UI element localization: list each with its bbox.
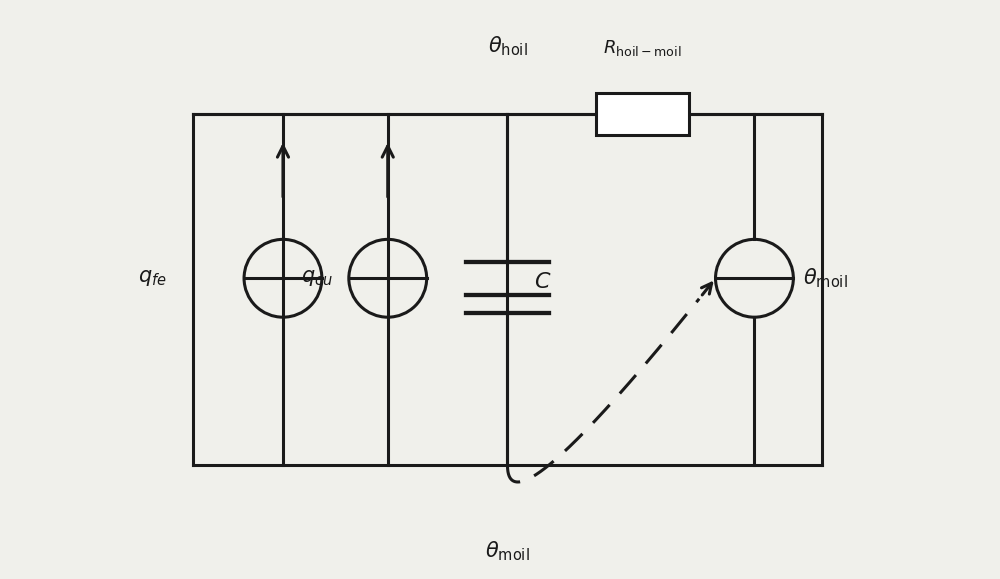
Text: $\theta_{\mathrm{moil}}$: $\theta_{\mathrm{moil}}$ [485,540,530,563]
Text: $\theta_{\mathrm{moil}}$: $\theta_{\mathrm{moil}}$ [803,266,848,290]
Text: $q_{fe}$: $q_{fe}$ [138,268,167,288]
Text: $q_{cu}$: $q_{cu}$ [301,268,333,288]
Bar [596,93,689,134]
Text: $C$: $C$ [534,271,551,293]
Text: $R_{\mathrm{hoil-moil}}$: $R_{\mathrm{hoil-moil}}$ [603,38,681,57]
Text: $\theta_{\mathrm{hoil}}$: $\theta_{\mathrm{hoil}}$ [488,34,527,57]
